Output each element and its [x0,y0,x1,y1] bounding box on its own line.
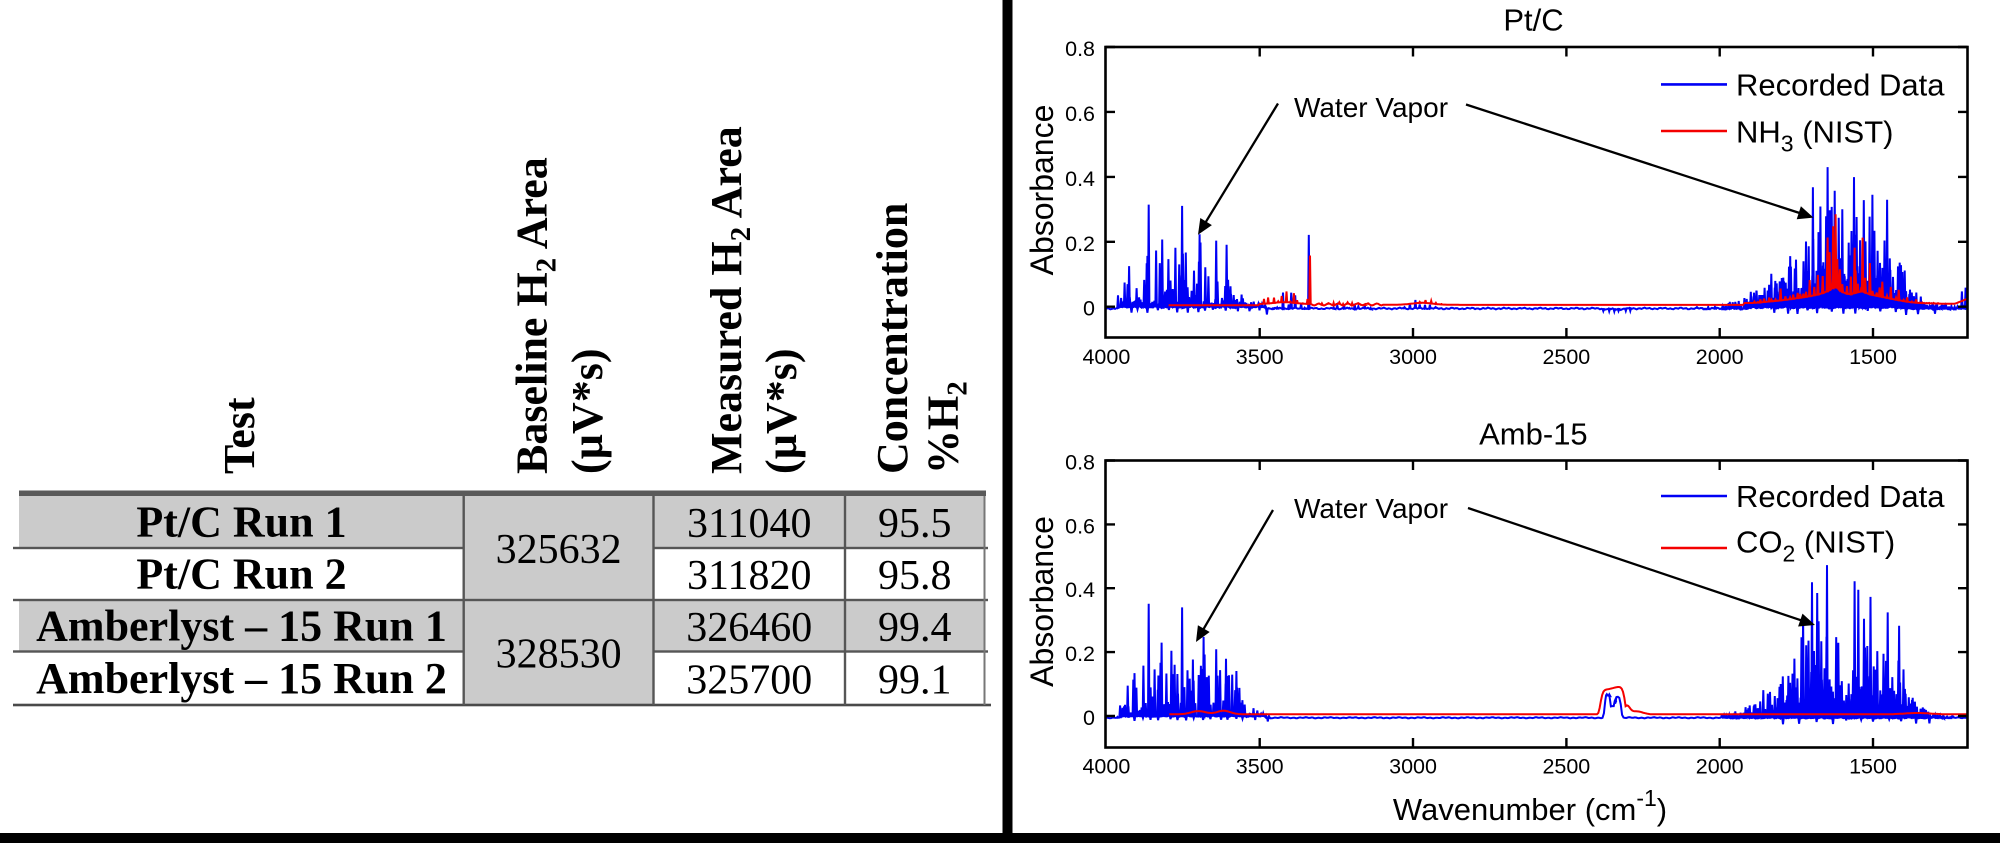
svg-text:311820: 311820 [687,553,811,599]
svg-text:325700: 325700 [686,657,812,703]
svg-text:0.2: 0.2 [1065,232,1095,256]
svg-text:Pt/C: Pt/C [1503,3,1563,38]
svg-text:0.2: 0.2 [1065,642,1095,666]
svg-text:Recorded Data: Recorded Data [1736,479,1945,514]
svg-text:Measured H2 Area: Measured H2 Area [702,126,757,474]
svg-text:0.4: 0.4 [1065,578,1095,602]
svg-text:325632: 325632 [496,527,622,573]
svg-text:Water Vapor: Water Vapor [1294,493,1448,524]
svg-text:2500: 2500 [1542,345,1590,369]
svg-text:328530: 328530 [496,632,622,678]
svg-text:311040: 311040 [687,501,811,547]
svg-text:Amberlyst – 15 Run 2: Amberlyst – 15 Run 2 [36,654,447,703]
svg-text:Pt/C Run 1: Pt/C Run 1 [136,498,346,547]
svg-text:0.6: 0.6 [1065,102,1095,126]
svg-text:Water Vapor: Water Vapor [1294,92,1448,123]
svg-text:0.8: 0.8 [1065,37,1095,61]
svg-text:0: 0 [1083,706,1095,730]
svg-text:95.8: 95.8 [878,553,952,599]
svg-text:0.8: 0.8 [1065,450,1095,474]
svg-text:4000: 4000 [1082,755,1130,779]
svg-text:326460: 326460 [686,605,812,651]
svg-text:Amberlyst – 15 Run 1: Amberlyst – 15 Run 1 [36,601,447,650]
svg-text:3500: 3500 [1236,755,1284,779]
svg-text:3500: 3500 [1236,345,1284,369]
svg-text:(µV*s): (µV*s) [757,348,806,474]
svg-text:Pt/C Run 2: Pt/C Run 2 [136,550,346,599]
svg-text:Amb-15: Amb-15 [1479,417,1588,452]
svg-text:CO2 (NIST): CO2 (NIST) [1736,525,1895,567]
svg-text:NH3 (NIST): NH3 (NIST) [1736,115,1893,157]
svg-text:Absorbance: Absorbance [1024,516,1060,687]
svg-text:1500: 1500 [1849,345,1897,369]
svg-text:Wavenumber (cm-1): Wavenumber (cm-1) [1393,785,1667,827]
svg-text:(µV*s): (µV*s) [563,348,612,474]
svg-text:4000: 4000 [1082,345,1130,369]
svg-text:95.5: 95.5 [878,501,952,547]
svg-text:0.4: 0.4 [1065,167,1095,191]
svg-text:2500: 2500 [1542,755,1590,779]
svg-text:99.1: 99.1 [878,657,952,703]
svg-text:3000: 3000 [1389,755,1437,779]
svg-text:Recorded Data: Recorded Data [1736,68,1945,103]
svg-text:Baseline H2 Area: Baseline H2 Area [508,157,563,474]
svg-text:2000: 2000 [1696,345,1744,369]
svg-text:0.6: 0.6 [1065,514,1095,538]
svg-text:%H2: %H2 [919,381,974,474]
svg-text:Concentration: Concentration [868,203,917,474]
svg-text:99.4: 99.4 [878,605,952,651]
svg-text:3000: 3000 [1389,345,1437,369]
svg-text:Test: Test [215,397,264,474]
svg-text:2000: 2000 [1696,755,1744,779]
svg-text:0: 0 [1083,297,1095,321]
svg-text:1500: 1500 [1849,755,1897,779]
svg-text:Absorbance: Absorbance [1024,105,1060,276]
